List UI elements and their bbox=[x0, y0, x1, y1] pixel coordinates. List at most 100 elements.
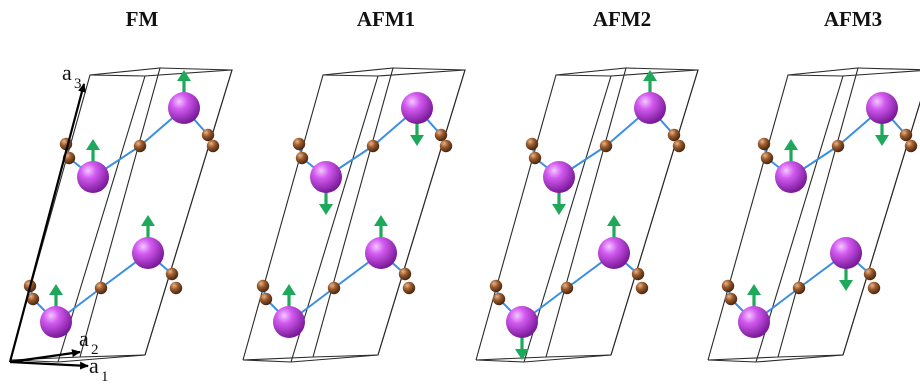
panel-title-2: AFM1 bbox=[357, 7, 415, 31]
ligand-atom bbox=[867, 281, 881, 295]
a3-vector bbox=[8, 83, 86, 363]
structure-panels bbox=[9, 67, 920, 363]
ligand-atom bbox=[292, 137, 306, 151]
unit-cell-edge bbox=[625, 67, 699, 71]
metal-atom-low bbox=[830, 237, 862, 269]
unit-cell-edge bbox=[610, 69, 699, 356]
unit-cell-face-1 bbox=[755, 70, 920, 363]
unit-cell-face-2 bbox=[242, 67, 394, 361]
metal-atom-low bbox=[132, 237, 164, 269]
unit-cell-face-1 bbox=[57, 69, 233, 363]
metal-atom-mid bbox=[775, 161, 807, 193]
ligand-atom bbox=[792, 281, 806, 295]
ligand-atom bbox=[831, 139, 845, 153]
ligand-atom bbox=[434, 128, 448, 142]
unit-cell-edge bbox=[475, 359, 525, 363]
ligand-atom bbox=[599, 139, 613, 153]
a2-subscript: 2 bbox=[91, 342, 99, 358]
spin-up-arrow-icon bbox=[747, 284, 761, 295]
a1-vector bbox=[9, 360, 89, 370]
spin-down-arrow-icon bbox=[839, 280, 853, 291]
ligand-atom bbox=[721, 279, 735, 293]
ligand-atom bbox=[295, 151, 309, 165]
unit-cell-edge bbox=[392, 67, 466, 71]
unit-cell-edge bbox=[555, 74, 612, 77]
unit-cell-face-1 bbox=[290, 69, 466, 363]
spin-down-arrow-icon bbox=[319, 204, 333, 215]
metal-atom-top bbox=[168, 92, 200, 124]
metal-atom-mid bbox=[310, 161, 342, 193]
ligand-atom bbox=[904, 139, 918, 153]
lattice-vectors: a 3 a 2 a 1 bbox=[8, 60, 109, 385]
spin-down-arrow-icon bbox=[515, 349, 529, 360]
a1-label: a bbox=[89, 353, 99, 378]
spin-up-arrow-icon bbox=[607, 215, 621, 226]
structure-panel-3 bbox=[475, 67, 699, 363]
spin-up-arrow-icon bbox=[177, 70, 191, 81]
unit-cell-face-1 bbox=[523, 69, 699, 363]
a3-label: a bbox=[62, 60, 72, 85]
metal-atom-top bbox=[634, 92, 666, 124]
unit-cell-edge bbox=[79, 354, 146, 358]
ligand-atom bbox=[402, 281, 416, 295]
ligand-atom bbox=[528, 151, 542, 165]
unit-cell-edge bbox=[787, 74, 844, 77]
unit-cell-edge bbox=[89, 74, 146, 77]
spin-up-arrow-icon bbox=[374, 215, 388, 226]
ligand-atom bbox=[757, 137, 771, 151]
ligand-atom bbox=[899, 128, 913, 142]
unit-cell-edge bbox=[159, 67, 233, 71]
ligand-atom bbox=[724, 292, 738, 306]
panel-title-4: AFM3 bbox=[824, 7, 882, 31]
ligand-atom bbox=[492, 292, 506, 306]
spin-up-arrow-icon bbox=[49, 284, 63, 295]
unit-cell-edge bbox=[777, 354, 844, 358]
structure-panel-2 bbox=[242, 67, 466, 363]
ligand-atom bbox=[863, 267, 877, 281]
unit-cell-edge bbox=[707, 359, 757, 363]
ligand-atom bbox=[94, 281, 108, 295]
ligand-atom bbox=[439, 139, 453, 153]
metal-atom-bottom bbox=[273, 306, 305, 338]
spin-up-arrow-icon bbox=[282, 284, 296, 295]
unit-cell-edge bbox=[545, 354, 612, 358]
ligand-atom bbox=[489, 279, 503, 293]
spin-down-arrow-icon bbox=[410, 135, 424, 146]
metal-atom-low bbox=[365, 237, 397, 269]
unit-cell-edge bbox=[322, 74, 379, 77]
ligand-atom bbox=[635, 281, 649, 295]
ligand-atom bbox=[560, 281, 574, 295]
ligand-atom bbox=[327, 281, 341, 295]
ligand-atom bbox=[26, 292, 40, 306]
spin-up-arrow-icon bbox=[784, 139, 798, 150]
spin-down-arrow-icon bbox=[552, 204, 566, 215]
ligand-atom bbox=[672, 139, 686, 153]
structure-panel-4 bbox=[707, 67, 920, 363]
ligand-atom bbox=[398, 267, 412, 281]
spin-down-arrow-icon bbox=[875, 135, 889, 146]
metal-atom-bottom bbox=[738, 306, 770, 338]
metal-atom-low bbox=[598, 237, 630, 269]
ligand-atom bbox=[165, 267, 179, 281]
ligand-atom bbox=[366, 139, 380, 153]
ligand-atom bbox=[133, 139, 147, 153]
a1-subscript: 1 bbox=[101, 369, 109, 385]
ligand-atom bbox=[760, 151, 774, 165]
a2-vector bbox=[9, 349, 81, 364]
structure-panel-1 bbox=[9, 67, 233, 363]
unit-cell-edge bbox=[242, 359, 292, 363]
panel-title-3: AFM2 bbox=[593, 7, 651, 31]
ligand-atom bbox=[201, 128, 215, 142]
spin-up-arrow-icon bbox=[643, 70, 657, 81]
unit-cell-edge bbox=[857, 67, 920, 71]
metal-atom-mid bbox=[77, 161, 109, 193]
metal-atom-bottom bbox=[506, 306, 538, 338]
ligand-atom bbox=[206, 139, 220, 153]
metal-atom-bottom bbox=[40, 306, 72, 338]
unit-cell-edge bbox=[312, 354, 379, 358]
unit-cell-face-2 bbox=[475, 67, 627, 361]
spin-up-arrow-icon bbox=[86, 139, 100, 150]
a3-subscript: 3 bbox=[74, 76, 82, 92]
